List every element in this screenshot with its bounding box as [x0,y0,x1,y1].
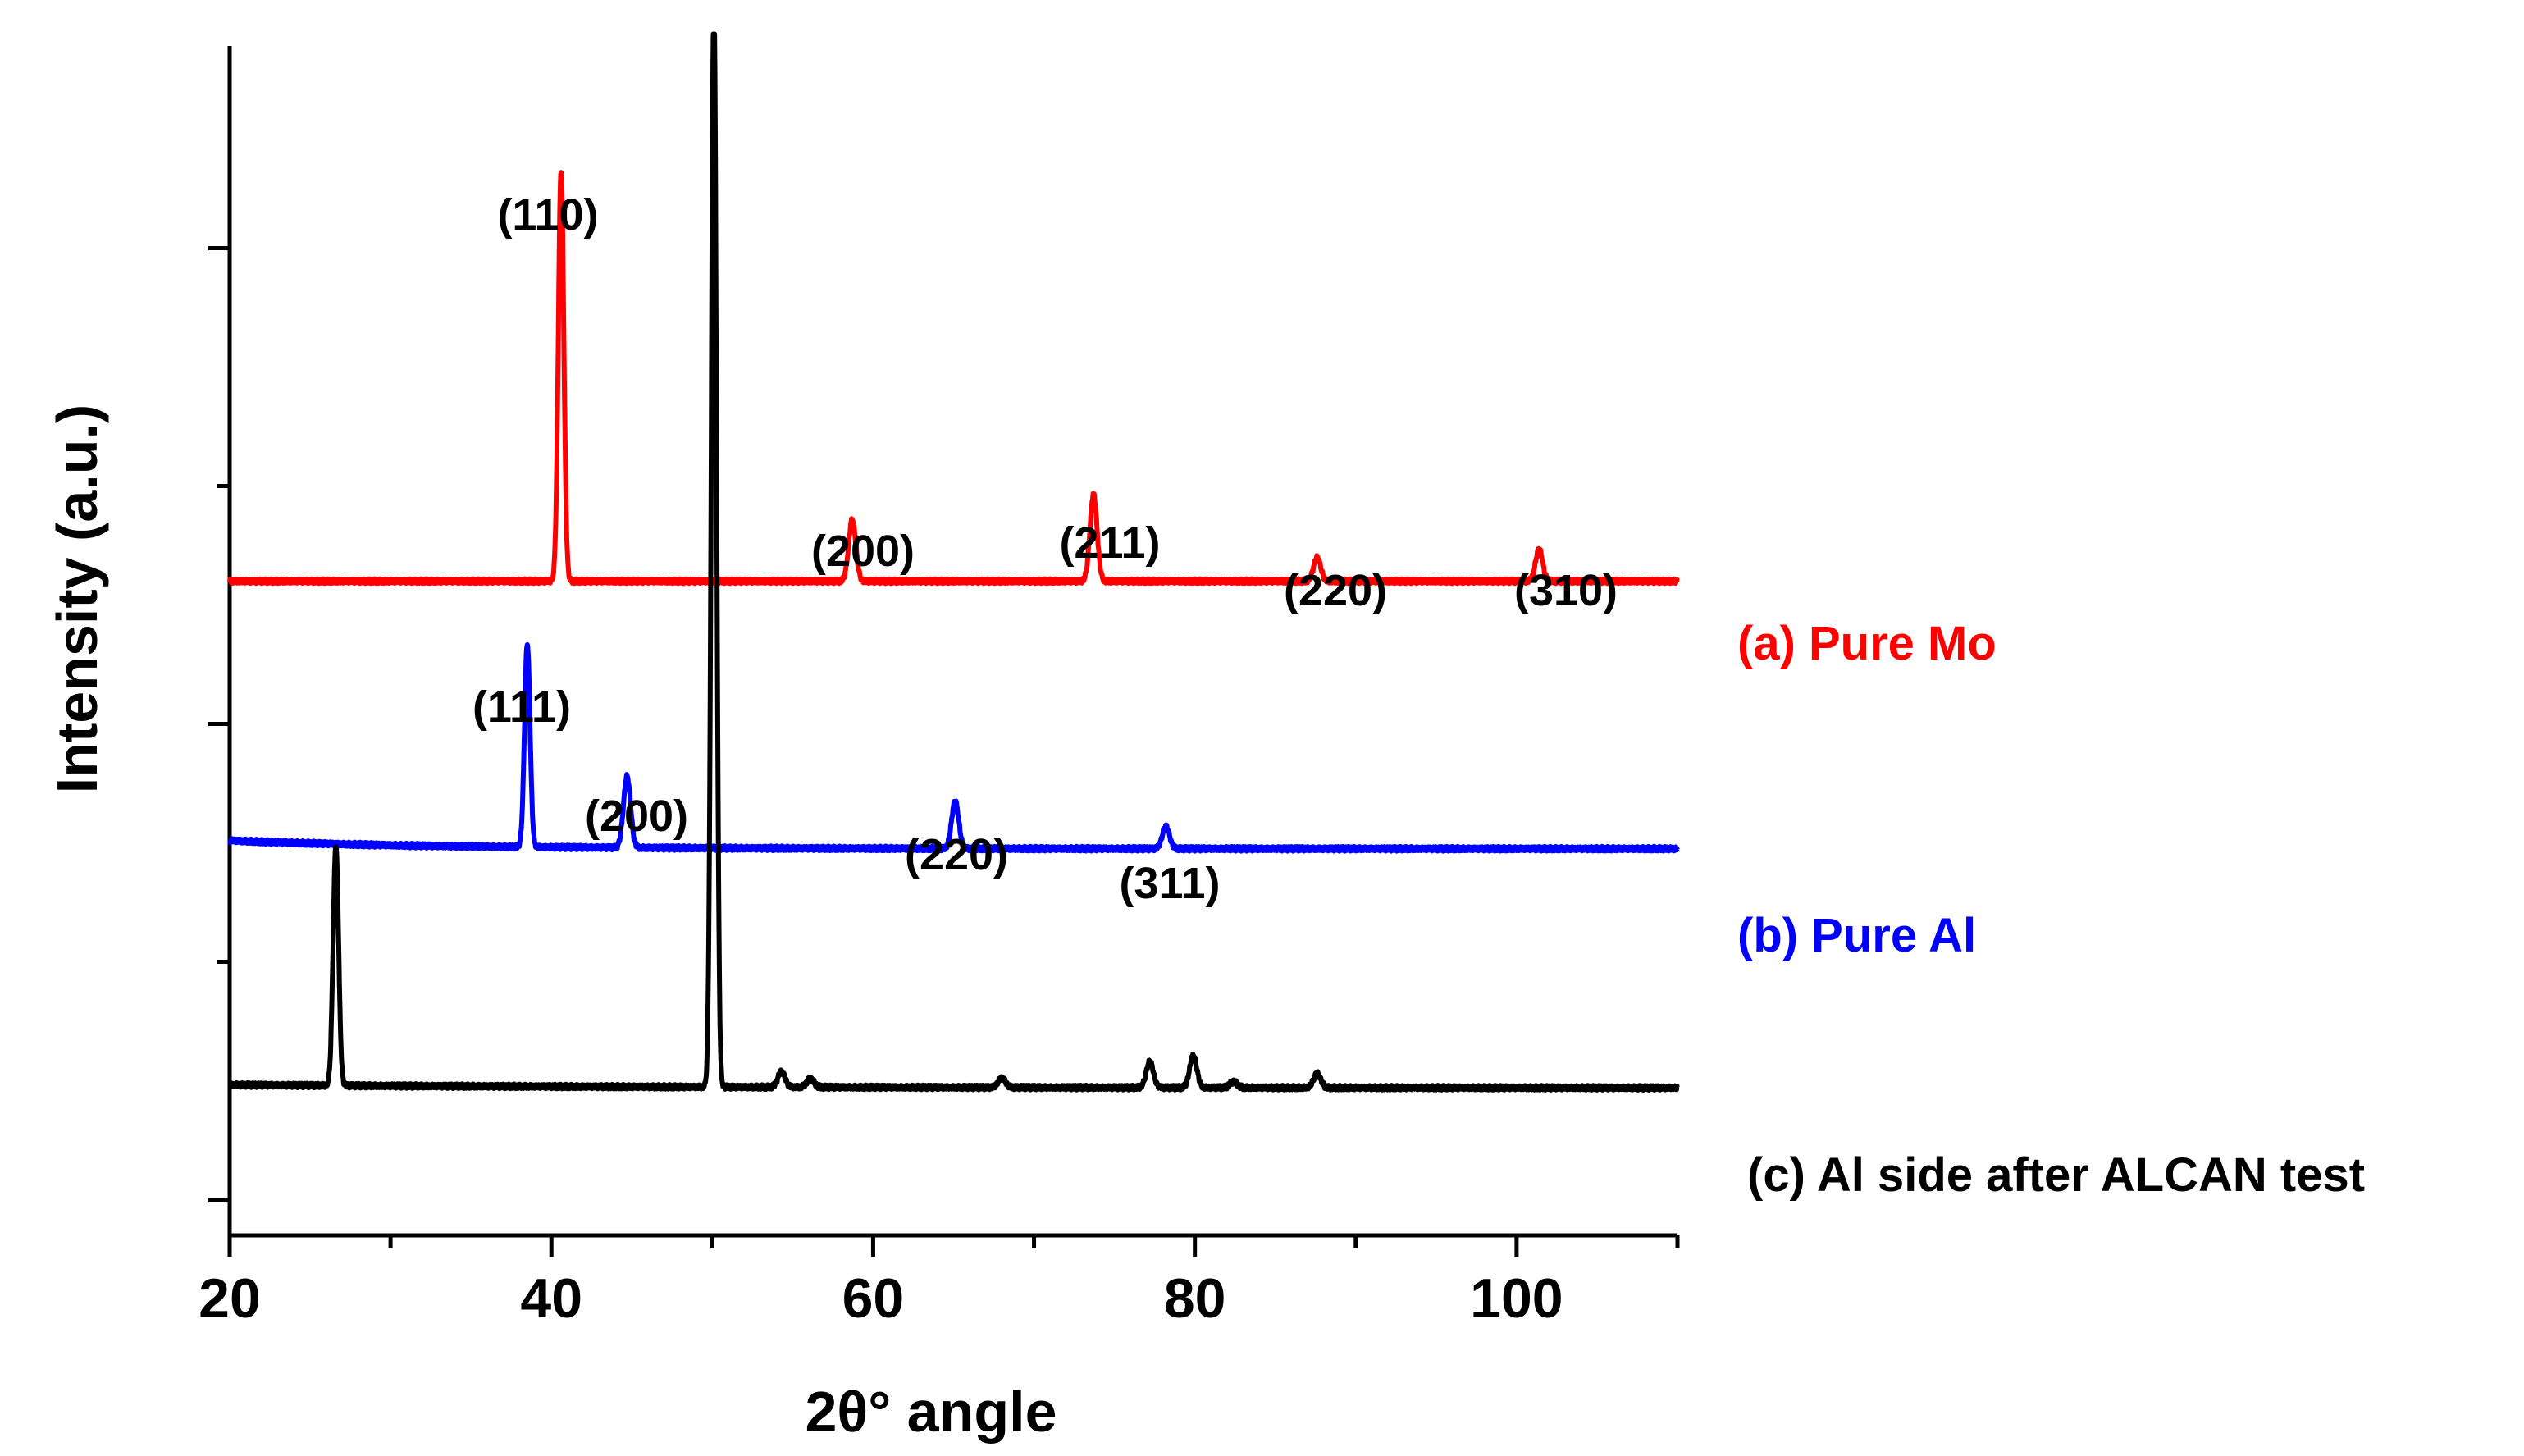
axes [227,46,1677,1238]
x-tick-label: 20 [199,1267,261,1330]
series-label-pure-al: (b) Pure Al [1737,909,1976,962]
peak-label: (310) [1514,566,1618,615]
peak-label: (110) [497,190,598,240]
peak-label: (211) [1059,518,1160,568]
y-ticks [208,246,230,1202]
x-tick-label: 60 [842,1267,905,1330]
peak-labels: (110) (200) (211) (220) (310) (111) (200) (220)… [472,190,1618,908]
series-labels: (a) Pure Mo (b) Pure Al (c) Al side after … [1737,617,2365,1202]
series-lines [227,31,1680,1093]
peak-label: (200) [811,527,915,576]
peak-label: (220) [1284,566,1387,615]
series-label-al-side: (c) Al side after ALCAN test [1747,1148,2365,1202]
peak-label: (220) [905,830,1008,879]
peak-label: (311) [1119,859,1220,908]
peak-label: (200) [585,792,688,841]
x-tick-label: 80 [1164,1267,1226,1330]
x-ticks [227,1235,1680,1257]
peak-label: (111) [472,682,571,732]
x-axis-title: 2θ° angle [805,1380,1057,1444]
series-line-al-side [227,31,1680,1093]
series-line-pure-al [227,641,1680,854]
series-label-pure-mo: (a) Pure Mo [1737,617,1997,670]
x-tick-label: 40 [520,1267,582,1330]
x-tick-label: 100 [1470,1267,1563,1330]
y-axis-title: Intensity (a.u.) [45,404,109,793]
x-tick-labels: 20 40 60 80 100 [199,1267,1563,1330]
series-line-pure-mo [227,170,1680,587]
